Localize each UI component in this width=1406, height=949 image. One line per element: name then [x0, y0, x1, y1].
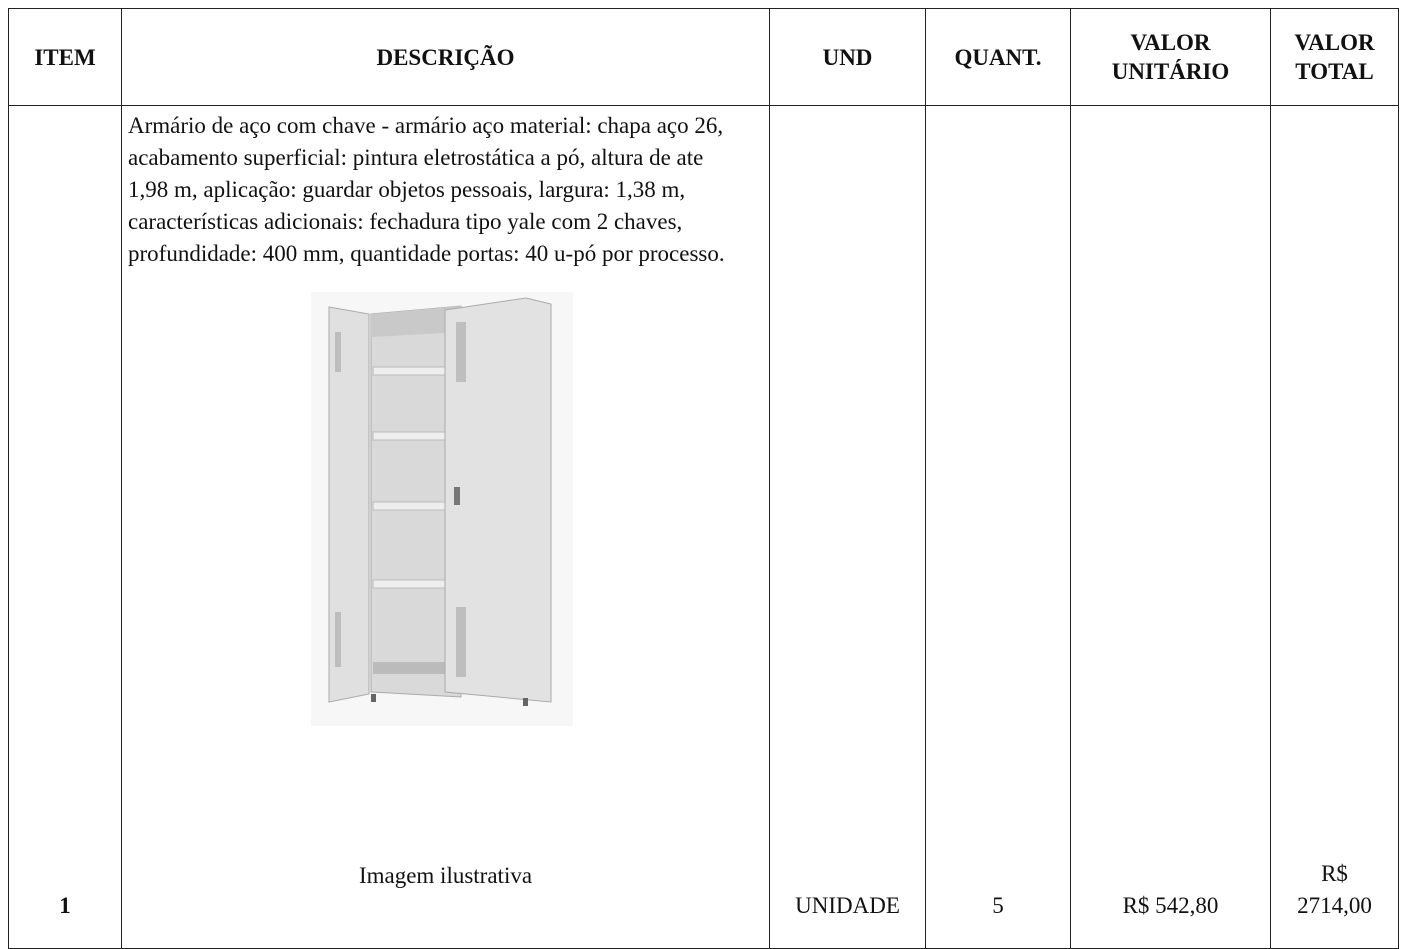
header-text: VALOR TOTAL — [1294, 30, 1375, 84]
header-text: VALOR UNITÁRIO — [1111, 30, 1230, 84]
description-text: Armário de aço com chave - armário aço m… — [128, 113, 725, 266]
header-cell: VALOR TOTAL — [1270, 8, 1399, 106]
header-cell: UND — [769, 8, 926, 106]
body-row: 1 Armário de aço com chave - armário aço… — [8, 105, 1399, 949]
header-cell: ITEM — [8, 8, 122, 106]
item-cell: 1 — [8, 105, 122, 949]
total-text: R$ 2714,00 — [1297, 861, 1372, 918]
total-cell: R$ 2714,00 — [1270, 105, 1399, 949]
unit-cell: UNIDADE — [769, 105, 926, 949]
description-cell: Armário de aço com chave - armário aço m… — [121, 105, 770, 949]
header-row: ITEM DESCRIÇÃO UND QUANT. VALOR UNITÁRIO… — [8, 8, 1399, 106]
cabinet-image — [311, 292, 573, 726]
page: {"table": { "header": ["ITEM", "DESCRIÇÃ… — [8, 8, 1399, 949]
price-table: ITEM DESCRIÇÃO UND QUANT. VALOR UNITÁRIO… — [8, 8, 1399, 949]
header-cell: QUANT. — [925, 8, 1071, 106]
header-cell: VALOR UNITÁRIO — [1070, 8, 1271, 106]
description-wrap: Armário de aço com chave - armário aço m… — [128, 110, 763, 892]
unit-price-cell: R$ 542,80 — [1070, 105, 1271, 949]
quantity-cell: 5 — [925, 105, 1071, 949]
header-cell: DESCRIÇÃO — [121, 8, 770, 106]
image-caption: Imagem ilustrativa — [358, 863, 533, 888]
